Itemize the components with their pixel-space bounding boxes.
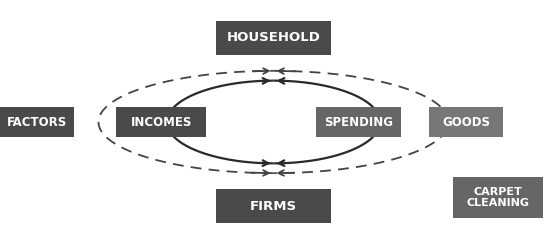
Text: CARPET
CLEANING: CARPET CLEANING (466, 187, 529, 208)
Text: SPENDING: SPENDING (324, 115, 393, 129)
FancyBboxPatch shape (316, 107, 400, 137)
Text: HOUSEHOLD: HOUSEHOLD (226, 31, 321, 44)
Text: GOODS: GOODS (442, 115, 490, 129)
Text: FIRMS: FIRMS (250, 200, 297, 213)
FancyBboxPatch shape (216, 189, 331, 223)
Text: INCOMES: INCOMES (131, 115, 192, 129)
FancyBboxPatch shape (216, 21, 331, 55)
Text: FACTORS: FACTORS (7, 115, 67, 129)
FancyBboxPatch shape (116, 107, 206, 137)
FancyBboxPatch shape (1, 107, 74, 137)
FancyBboxPatch shape (453, 177, 543, 218)
FancyBboxPatch shape (429, 107, 503, 137)
